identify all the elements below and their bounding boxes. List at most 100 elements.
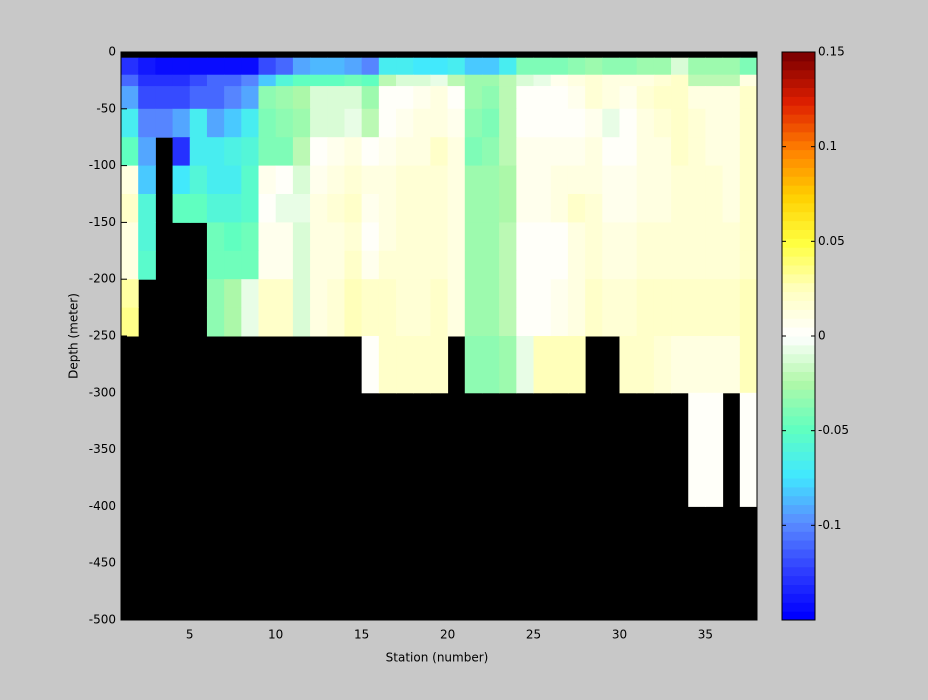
heatmap-cell <box>258 307 277 337</box>
heatmap-cell <box>516 279 535 309</box>
heatmap-cell <box>533 222 552 252</box>
heatmap-cell <box>361 222 380 252</box>
heatmap-cell <box>602 307 620 337</box>
heatmap-cell <box>206 194 225 223</box>
heatmap-cell <box>361 279 380 309</box>
heatmap-cell <box>516 250 535 280</box>
heatmap-cell <box>138 86 156 110</box>
heatmap-cell <box>722 86 741 110</box>
heatmap-cell <box>550 86 569 110</box>
heatmap-cell <box>619 250 638 280</box>
colorbar-swatch <box>782 149 815 159</box>
heatmap-cell <box>275 57 294 76</box>
colorbar-swatch <box>782 273 815 284</box>
heatmap-cell <box>636 194 655 223</box>
heatmap-cell <box>189 57 208 76</box>
heatmap-cell <box>636 74 655 87</box>
colorbar-swatch <box>782 433 815 443</box>
colorbar-swatch <box>782 282 815 293</box>
heatmap-cell <box>430 279 449 309</box>
heatmap-cell <box>396 279 414 309</box>
heatmap-cell <box>636 165 655 195</box>
heatmap-cell <box>121 74 139 87</box>
heatmap-cell <box>155 86 174 110</box>
heatmap-cell <box>688 392 706 507</box>
heatmap-cell <box>206 307 225 337</box>
colorbar-swatch <box>782 602 815 612</box>
heatmap-cell <box>499 307 517 337</box>
heatmap-cell <box>602 250 620 280</box>
heatmap-cell <box>121 86 139 110</box>
x-tick-label: 30 <box>612 628 627 642</box>
heatmap-cell <box>378 307 397 337</box>
heatmap-cell <box>258 250 277 280</box>
heatmap-cell <box>138 108 156 138</box>
heatmap-cell <box>206 57 225 76</box>
heatmap-cell <box>241 222 260 252</box>
heatmap-cell <box>258 108 277 138</box>
heatmap-cell <box>671 137 689 167</box>
heatmap-cell <box>705 57 724 76</box>
colorbar-swatch <box>782 371 815 381</box>
heatmap-cell <box>224 279 242 309</box>
heatmap-cell <box>258 165 277 195</box>
heatmap-cell <box>361 86 380 110</box>
heatmap-cell <box>585 57 603 76</box>
heatmap-cell <box>481 74 500 87</box>
heatmap-cell <box>464 222 483 252</box>
heatmap-cell <box>413 86 431 110</box>
heatmap-cell <box>550 74 569 87</box>
heatmap-cell <box>567 279 586 309</box>
colorbar-swatch <box>782 211 815 222</box>
heatmap-cell <box>550 165 569 195</box>
heatmap-cell <box>275 108 294 138</box>
heatmap-cell <box>344 137 363 167</box>
heatmap-cell <box>653 279 672 309</box>
heatmap-cell <box>533 86 552 110</box>
heatmap-cell <box>739 74 758 87</box>
heatmap-cell <box>189 86 208 110</box>
heatmap-cell <box>567 194 586 223</box>
heatmap-cell <box>121 108 139 138</box>
heatmap-cell <box>447 250 466 280</box>
heatmap-cell <box>464 57 483 76</box>
heatmap-cell <box>138 74 156 87</box>
heatmap-cell <box>292 86 311 110</box>
heatmap-cell <box>396 222 414 252</box>
heatmap-cell <box>671 250 689 280</box>
heatmap-cell <box>499 74 517 87</box>
heatmap-cell <box>688 74 706 87</box>
heatmap-cell <box>619 165 638 195</box>
heatmap-cell <box>138 222 156 252</box>
heatmap-cell <box>481 250 500 280</box>
heatmap-cell <box>722 74 741 87</box>
heatmap-cell <box>688 86 706 110</box>
heatmap-cell <box>361 74 380 87</box>
heatmap-cell <box>447 108 466 138</box>
colorbar-swatch <box>782 611 815 621</box>
heatmap-cell <box>516 137 535 167</box>
heatmap-cell <box>499 250 517 280</box>
heatmap-cell <box>481 194 500 223</box>
colorbar-swatch <box>782 78 815 88</box>
heatmap-cell <box>688 137 706 167</box>
colorbar-swatch <box>782 522 815 532</box>
heatmap-cell <box>653 74 672 87</box>
heatmap-cell <box>447 57 466 76</box>
heatmap-cell <box>396 108 414 138</box>
heatmap-cell <box>705 137 724 167</box>
heatmap-cell <box>688 57 706 76</box>
heatmap-cell <box>121 222 139 252</box>
heatmap-cell <box>550 222 569 252</box>
heatmap-cell <box>739 392 758 507</box>
heatmap-cell <box>378 57 397 76</box>
heatmap-cell <box>585 194 603 223</box>
colorbar-swatch <box>782 60 815 71</box>
heatmap-cell <box>653 108 672 138</box>
heatmap-cell <box>361 307 380 337</box>
heatmap-cell <box>413 57 431 76</box>
heatmap-cell <box>585 279 603 309</box>
heatmap-cell <box>344 165 363 195</box>
colorbar-swatch <box>782 238 815 248</box>
